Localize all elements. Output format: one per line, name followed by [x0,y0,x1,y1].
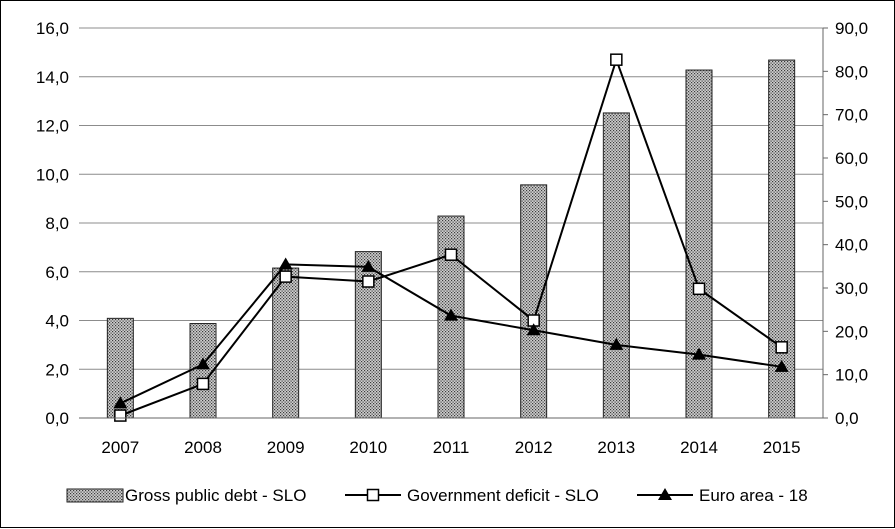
triangle-marker [361,259,376,272]
triangle-marker [444,308,458,321]
bar [520,184,548,419]
left-axis-tick-label: 6,0 [45,263,69,282]
bar [272,267,300,419]
square-marker [775,341,788,354]
square-marker [362,275,375,288]
axes: 0,0 2,0 4,0 6,0 8,0 10,0 12,0 14,0 16,0 0,0 10,0 20… [36,19,868,457]
left-axis-tick-label: 2,0 [45,360,69,379]
line-series-1 [114,53,788,422]
square-marker [196,377,210,391]
right-axis-tick-label: 30,0 [835,279,868,298]
x-axis-tick-label: 2015 [763,438,801,457]
legend-square-marker [366,488,380,502]
x-axis-tick-label: 2014 [680,438,718,457]
x-axis-tick-label: 2011 [433,438,470,457]
x-axis-tick-label: 2008 [184,438,222,457]
right-axis-tick-label: 80,0 [835,62,868,81]
left-axis-tick-label: 8,0 [45,214,69,233]
triangle-marker [196,357,210,370]
x-axis-tick-label: 2010 [349,438,387,457]
triangle-marker [526,323,541,336]
legend-swatch-bar [66,488,124,503]
left-axis-tick-label: 14,0 [36,68,69,87]
x-axis-tick-label: 2013 [597,438,635,457]
bar [685,69,713,419]
left-axis-tick-label: 4,0 [45,312,69,331]
square-marker [692,282,706,296]
x-axis-tick-label: 2007 [101,438,139,457]
legend-label: Gross public debt - SLO [125,486,306,505]
triangle-marker [774,359,789,372]
left-axis-tick-label: 10,0 [36,165,69,184]
legend-label: Government deficit - SLO [407,486,599,505]
left-axis-tick-label: 0,0 [45,409,69,428]
bar [602,112,630,419]
line-series-2 [113,257,789,409]
left-axis-tick-label: 12,0 [36,117,69,136]
legend-label: Euro area - 18 [699,486,808,505]
x-axis-tick-label: 2009 [267,438,305,457]
x-axis-tick-label: 2012 [515,438,553,457]
square-marker [444,248,458,261]
right-axis-tick-label: 20,0 [835,322,868,341]
legend: Gross public debt - SLO Government defici… [66,486,808,505]
line-series-layer [113,53,789,422]
right-axis-tick-label: 60,0 [835,149,868,168]
right-axis-tick-label: 0,0 [835,409,859,428]
right-axis-tick-label: 50,0 [835,192,868,211]
bar-series-gross-public-debt [106,59,796,419]
right-axis-tick-label: 90,0 [835,19,868,38]
square-marker [114,409,127,422]
triangle-marker [692,347,706,360]
left-axis-tick-label: 16,0 [36,19,69,38]
triangle-marker [609,337,624,350]
legend-triangle-marker [658,488,672,500]
square-marker [610,53,623,66]
triangle-marker [113,396,128,409]
right-axis-tick-label: 10,0 [835,366,868,385]
square-marker [279,270,292,283]
triangle-marker [278,257,293,270]
right-axis-tick-label: 70,0 [835,106,868,125]
right-axis-tick-label: 40,0 [835,236,868,255]
